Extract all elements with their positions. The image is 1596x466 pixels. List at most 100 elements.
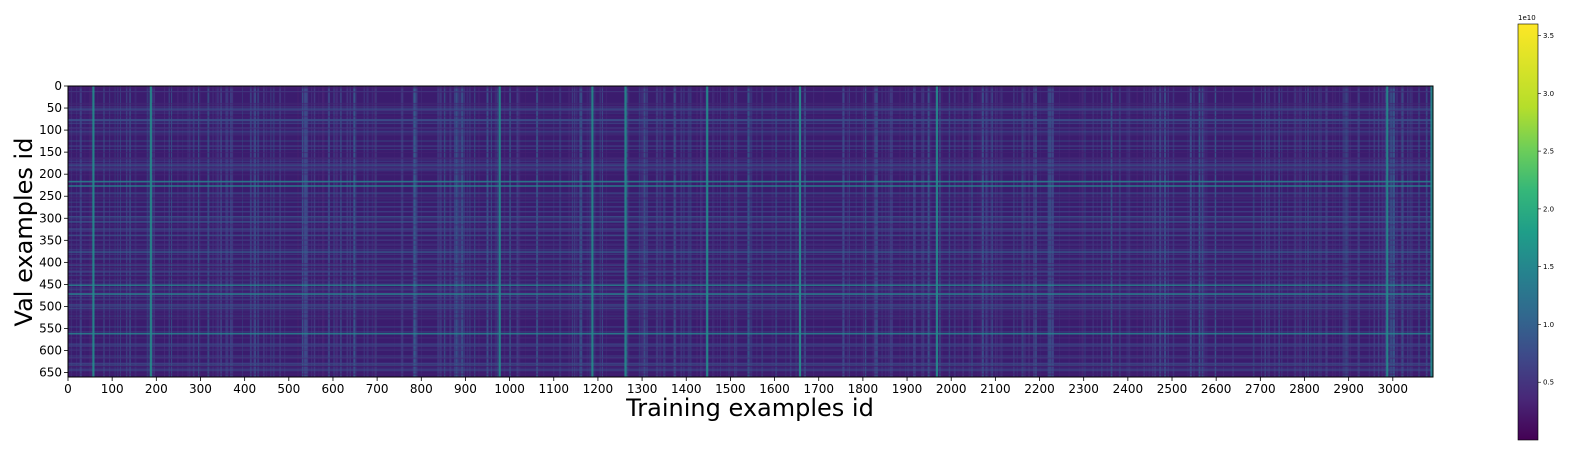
x-tick-label: 1300 [627, 382, 658, 396]
heatmap-row [68, 256, 1433, 258]
heatmap-row [68, 364, 1433, 366]
heatmap-row [68, 327, 1433, 328]
heatmap-bright-column [92, 86, 95, 377]
heatmap-row [68, 271, 1433, 273]
colorbar-tick-label: 3.0 [1543, 90, 1554, 98]
heatmap-row [68, 108, 1433, 109]
heatmap-row [68, 192, 1433, 195]
y-tick-label: 0 [54, 79, 62, 93]
heatmap-row [68, 298, 1433, 300]
heatmap-row [68, 348, 1433, 350]
heatmap-row [68, 169, 1433, 171]
heatmap-bright-column [935, 86, 938, 377]
x-tick-label: 1700 [803, 382, 834, 396]
heatmap-row [68, 105, 1433, 108]
y-tick-label: 100 [39, 123, 62, 137]
heatmap-row [68, 245, 1433, 246]
x-tick-label: 100 [101, 382, 124, 396]
x-tick-label: 1900 [892, 382, 923, 396]
heatmap-bright-row [68, 185, 1433, 187]
heatmap-row [68, 210, 1433, 213]
heatmap-row [68, 240, 1433, 241]
x-tick-label: 900 [454, 382, 477, 396]
heatmap-row [68, 275, 1433, 278]
heatmap-row [68, 168, 1433, 170]
heatmap-row [68, 230, 1433, 232]
x-tick-label: 200 [145, 382, 168, 396]
heatmap-row [68, 253, 1433, 255]
heatmap-row [68, 104, 1433, 107]
heatmap-row [68, 243, 1433, 246]
colorbar-tick-label: 1.5 [1543, 263, 1554, 271]
heatmap-row [68, 313, 1433, 315]
heatmap-row [68, 291, 1433, 294]
heatmap-row [68, 368, 1433, 370]
heatmap-row [68, 112, 1433, 114]
x-tick-label: 800 [410, 382, 433, 396]
heatmap-bright-row [68, 180, 1433, 183]
heatmap-row [68, 337, 1433, 339]
heatmap-row [68, 302, 1433, 304]
heatmap-row [68, 86, 1433, 89]
heatmap-row [68, 365, 1433, 367]
x-tick-label: 600 [322, 382, 345, 396]
x-tick-label: 300 [189, 382, 212, 396]
x-tick-label: 2900 [1333, 382, 1364, 396]
heatmap-row [68, 348, 1433, 350]
heatmap-row [68, 197, 1433, 200]
x-tick-label: 2800 [1289, 382, 1320, 396]
heatmap-row [68, 122, 1433, 123]
colorbar [1517, 23, 1539, 441]
heatmap-row [68, 357, 1433, 360]
heatmap-row [68, 295, 1433, 297]
colorbar-offset-text: 1e10 [1518, 14, 1536, 22]
heatmap-row [68, 343, 1433, 345]
heatmap-row [68, 130, 1433, 133]
heatmap-row [68, 159, 1433, 161]
heatmap-row [68, 365, 1433, 367]
x-tick-label: 2700 [1245, 382, 1276, 396]
heatmap-row [68, 249, 1433, 251]
x-tick-label: 1600 [759, 382, 790, 396]
heatmap-row [68, 279, 1433, 281]
heatmap-row [68, 157, 1433, 160]
heatmap-row [68, 228, 1433, 230]
heatmap-bright-column [591, 86, 594, 377]
heatmap-row [68, 123, 1433, 124]
x-tick-label: 2200 [1024, 382, 1055, 396]
heatmap-row [68, 130, 1433, 132]
heatmap-row [68, 202, 1433, 203]
heatmap-row [68, 206, 1433, 208]
heatmap-row [68, 370, 1433, 373]
heatmap-row [68, 374, 1433, 375]
heatmap-row [68, 165, 1433, 167]
heatmap-row [68, 263, 1433, 264]
heatmap-row [68, 135, 1433, 137]
heatmap-row [68, 109, 1433, 112]
heatmap-row [68, 108, 1433, 110]
heatmap-row [68, 331, 1433, 332]
heatmap-row [68, 234, 1433, 237]
heatmap-row [68, 307, 1433, 310]
heatmap-row [68, 346, 1433, 347]
heatmap-row [68, 305, 1433, 307]
heatmap-row [68, 252, 1433, 254]
y-tick-label: 300 [39, 211, 62, 225]
heatmap-bright-column [706, 86, 709, 377]
heatmap-row [68, 304, 1433, 306]
heatmap-row [68, 118, 1433, 121]
y-tick-label: 650 [39, 366, 62, 380]
y-tick-label: 50 [47, 101, 62, 115]
x-tick-label: 1800 [848, 382, 879, 396]
x-tick-label: 400 [233, 382, 256, 396]
heatmap-row [68, 280, 1433, 282]
colorbar-axis: 0.5 1.0 1.5 2.0 2.5 3.0 3.5 [1538, 32, 1554, 387]
heatmap-row [68, 199, 1433, 200]
y-tick-label: 550 [39, 322, 62, 336]
heatmap-row [68, 162, 1433, 165]
heatmap-bright-column [798, 86, 802, 377]
heatmap-row [68, 305, 1433, 308]
x-tick-label: 2500 [1157, 382, 1188, 396]
y-tick-label: 450 [39, 277, 62, 291]
heatmap-row [68, 312, 1433, 315]
